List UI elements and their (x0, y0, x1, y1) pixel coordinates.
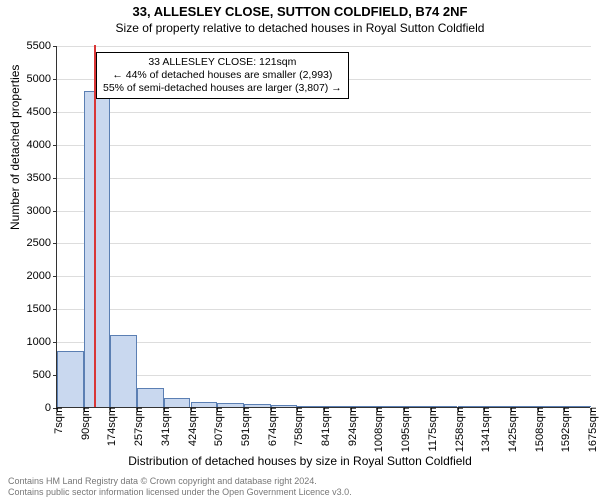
footer-line-1: Contains HM Land Registry data © Crown c… (8, 476, 352, 487)
chart-container: 33, ALLESLEY CLOSE, SUTTON COLDFIELD, B7… (0, 0, 600, 500)
chart-title: 33, ALLESLEY CLOSE, SUTTON COLDFIELD, B7… (0, 0, 600, 19)
annotation-box: 33 ALLESLEY CLOSE: 121sqm ← 44% of detac… (96, 52, 349, 99)
ytick-label: 5500 (27, 40, 57, 52)
ytick-label: 4000 (27, 139, 57, 151)
gridline (57, 112, 591, 113)
footer-attribution: Contains HM Land Registry data © Crown c… (8, 476, 352, 498)
histogram-bar (57, 351, 84, 407)
gridline (57, 243, 591, 244)
xtick-label: 424sqm (183, 407, 199, 446)
footer-line-2: Contains public sector information licen… (8, 487, 352, 498)
x-axis-label: Distribution of detached houses by size … (0, 454, 600, 468)
xtick-label: 1258sqm (450, 407, 466, 452)
annotation-line-1: 33 ALLESLEY CLOSE: 121sqm (103, 56, 342, 69)
xtick-label: 1675sqm (583, 407, 599, 452)
xtick-label: 674sqm (263, 407, 279, 446)
xtick-label: 341sqm (156, 407, 172, 446)
histogram-bar (110, 335, 137, 407)
xtick-label: 924sqm (343, 407, 359, 446)
xtick-label: 591sqm (236, 407, 252, 446)
ytick-label: 4500 (27, 106, 57, 118)
plot-region: 0500100015002000250030003500400045005000… (56, 46, 590, 408)
gridline (57, 178, 591, 179)
xtick-label: 1175sqm (423, 407, 439, 451)
ytick-label: 2500 (27, 237, 57, 249)
gridline (57, 375, 591, 376)
gridline (57, 342, 591, 343)
xtick-label: 257sqm (129, 407, 145, 446)
chart-area: 0500100015002000250030003500400045005000… (56, 46, 590, 408)
gridline (57, 309, 591, 310)
xtick-label: 1425sqm (503, 407, 519, 452)
xtick-label: 1008sqm (369, 407, 385, 452)
xtick-label: 1341sqm (476, 407, 492, 452)
gridline (57, 46, 591, 47)
y-axis-label: Number of detached properties (8, 65, 22, 230)
histogram-bar (137, 388, 164, 407)
xtick-label: 758sqm (289, 407, 305, 446)
xtick-label: 7sqm (49, 407, 65, 434)
xtick-label: 507sqm (209, 407, 225, 446)
xtick-label: 1592sqm (556, 407, 572, 452)
ytick-label: 3500 (27, 172, 57, 184)
annotation-line-3: 55% of semi-detached houses are larger (… (103, 82, 342, 95)
xtick-label: 90sqm (76, 407, 92, 440)
xtick-label: 841sqm (316, 407, 332, 446)
ytick-label: 3000 (27, 205, 57, 217)
ytick-label: 5000 (27, 73, 57, 85)
histogram-bar (84, 91, 111, 407)
gridline (57, 211, 591, 212)
gridline (57, 276, 591, 277)
gridline (57, 145, 591, 146)
chart-subtitle: Size of property relative to detached ho… (0, 19, 600, 35)
ytick-label: 1500 (27, 303, 57, 315)
xtick-label: 1508sqm (530, 407, 546, 452)
xtick-label: 1095sqm (396, 407, 412, 452)
xtick-label: 174sqm (102, 407, 118, 446)
ytick-label: 1000 (27, 336, 57, 348)
histogram-bar (164, 398, 191, 407)
ytick-label: 2000 (27, 270, 57, 282)
annotation-line-2: ← 44% of detached houses are smaller (2,… (103, 69, 342, 82)
ytick-label: 500 (33, 369, 57, 381)
